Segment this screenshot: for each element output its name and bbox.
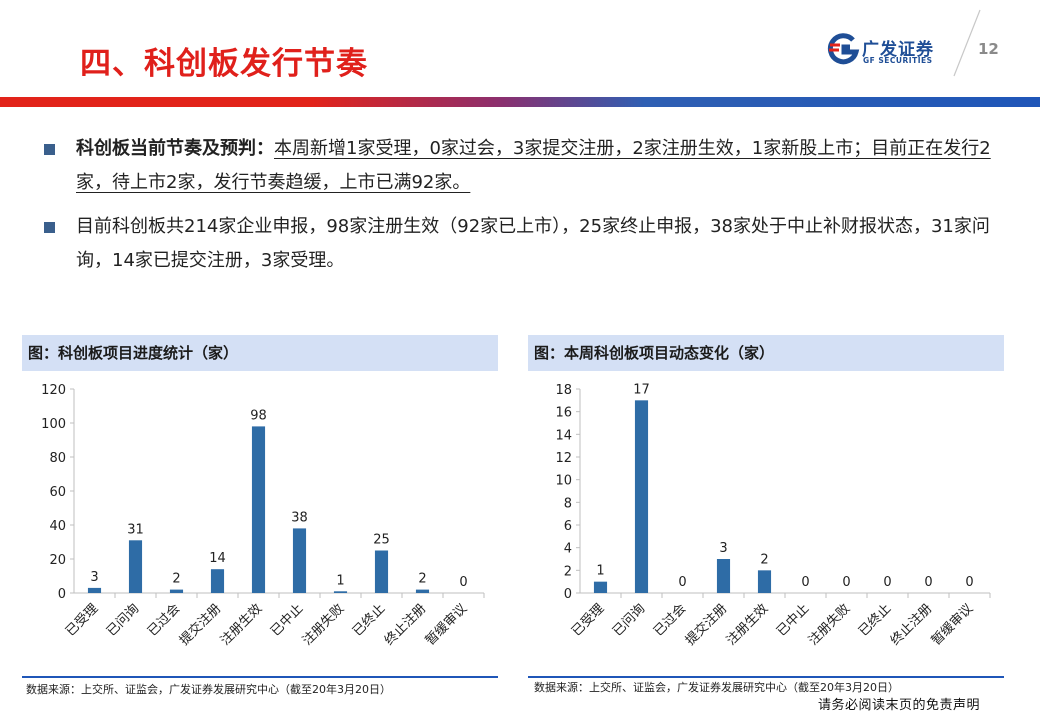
chart-panel-title-weekly: 图：本周科创板项目动态变化（家） — [528, 335, 1004, 371]
category-label: 注册失败 — [806, 601, 853, 648]
bar-3 — [210, 569, 225, 593]
chart-source-left: 数据来源：上交所、证监会，广发证券发展研究中心（截至20年3月20日） — [26, 683, 391, 696]
bullet-text: 本周新增1家受理，0家过会，3家提交注册，2家注册生效，1家新股上市；目前正在发… — [76, 138, 991, 193]
y-tick-label: 40 — [49, 519, 66, 534]
bullet-square-icon — [44, 144, 55, 155]
category-label: 已过会 — [651, 601, 689, 639]
category-label: 已受理 — [569, 601, 607, 639]
gf-securities-logo: 广发证券 GF SECURITIES — [826, 33, 944, 69]
data-label: 0 — [924, 575, 932, 590]
weekly-change-bar-chart: 0246810121416181已受理17已问询0已过会3提交注册2注册生效0已… — [555, 382, 991, 649]
y-tick-label: 16 — [555, 406, 572, 421]
data-label: 2 — [172, 572, 180, 587]
bullet-item-totals: 目前科创板共214家企业申报，98家注册生效（92家已上市），25家终止申报，3… — [40, 210, 1020, 278]
data-label: 14 — [209, 551, 226, 566]
chart-panel-title-progress: 图：科创板项目进度统计（家） — [22, 335, 498, 371]
category-label: 暂缓审议 — [929, 601, 976, 648]
bar-1 — [128, 540, 143, 593]
category-label: 注册失败 — [300, 601, 347, 648]
y-tick-label: 4 — [564, 542, 572, 557]
bullet-text: 目前科创板共214家企业申报，98家注册生效（92家已上市），25家终止申报，3… — [76, 216, 990, 271]
category-label: 提交注册 — [682, 601, 730, 649]
header-slash-decoration — [953, 9, 981, 77]
data-label: 3 — [719, 541, 727, 556]
data-label: 31 — [127, 522, 144, 537]
category-label: 已过会 — [145, 601, 183, 639]
disclaimer-text: 请务必阅读末页的免责声明 — [818, 698, 981, 713]
bar-1 — [634, 400, 649, 593]
logo-chinese-text: 广发证券 — [862, 40, 934, 60]
y-tick-label: 18 — [555, 383, 572, 398]
y-tick-label: 2 — [564, 564, 572, 579]
data-label: 0 — [883, 575, 891, 590]
bar-8 — [415, 589, 430, 593]
data-label: 3 — [90, 570, 98, 585]
y-tick-label: 20 — [49, 553, 66, 568]
data-label: 17 — [633, 382, 650, 397]
bar-4 — [251, 426, 266, 593]
data-label: 2 — [418, 572, 426, 587]
chart-divider-right — [528, 676, 1004, 678]
bullet-item-current-pace: 科创板当前节奏及预判：本周新增1家受理，0家过会，3家提交注册，2家注册生效，1… — [40, 132, 1020, 200]
chart-source-right: 数据来源：上交所、证监会，广发证券发展研究中心（截至20年3月20日） — [534, 681, 899, 694]
y-tick-label: 14 — [555, 428, 572, 443]
y-tick-label: 120 — [41, 383, 66, 398]
data-label: 0 — [678, 575, 686, 590]
bar-2 — [169, 589, 184, 593]
y-tick-label: 0 — [564, 587, 572, 602]
bar-6 — [333, 591, 348, 593]
data-label: 2 — [760, 552, 768, 567]
category-label: 注册生效 — [218, 601, 265, 648]
category-label: 已中止 — [268, 601, 306, 639]
y-tick-label: 6 — [564, 519, 572, 534]
data-label: 98 — [250, 408, 267, 423]
category-label: 已终止 — [855, 601, 894, 640]
page-number: 12 — [978, 40, 999, 58]
y-tick-label: 8 — [564, 496, 572, 511]
data-label: 1 — [336, 573, 344, 588]
y-tick-label: 12 — [555, 451, 572, 466]
bullet-lead: 科创板当前节奏及预判： — [76, 138, 274, 159]
category-label: 终止注册 — [381, 601, 429, 649]
bar-3 — [716, 559, 731, 593]
category-label: 注册生效 — [724, 601, 771, 648]
category-label: 暂缓审议 — [423, 601, 470, 648]
data-label: 25 — [373, 533, 390, 548]
category-label: 已问询 — [104, 601, 142, 639]
y-tick-label: 60 — [49, 485, 66, 500]
bar-5 — [292, 528, 307, 593]
header-gradient-band — [0, 97, 1040, 107]
y-tick-label: 0 — [58, 587, 66, 602]
chart-divider-left — [22, 676, 498, 678]
data-label: 0 — [459, 575, 467, 590]
gf-logo-icon — [827, 33, 860, 65]
logo-english-text: GF SECURITIES — [863, 56, 933, 65]
data-label: 38 — [291, 510, 308, 525]
bullet-square-icon — [44, 222, 55, 233]
page-title: 四、科创板发行节奏 — [80, 46, 368, 82]
data-label: 0 — [842, 575, 850, 590]
bullet-list: 科创板当前节奏及预判：本周新增1家受理，0家过会，3家提交注册，2家注册生效，1… — [40, 132, 1020, 288]
y-tick-label: 100 — [41, 417, 66, 432]
progress-bar-chart: 0204060801001203已受理31已问询2已过会14提交注册98注册生效… — [41, 383, 485, 649]
data-label: 0 — [801, 575, 809, 590]
category-label: 提交注册 — [176, 601, 224, 649]
category-label: 已中止 — [774, 601, 812, 639]
bar-0 — [87, 587, 102, 593]
bar-0 — [593, 581, 608, 593]
y-tick-label: 10 — [555, 474, 572, 489]
category-label: 已问询 — [610, 601, 648, 639]
category-label: 已终止 — [349, 601, 388, 640]
data-label: 1 — [596, 564, 604, 579]
category-label: 已受理 — [63, 601, 101, 639]
data-label: 0 — [965, 575, 973, 590]
bar-7 — [374, 550, 389, 593]
bar-4 — [757, 570, 772, 593]
y-tick-label: 80 — [49, 451, 66, 466]
category-label: 终止注册 — [887, 601, 935, 649]
